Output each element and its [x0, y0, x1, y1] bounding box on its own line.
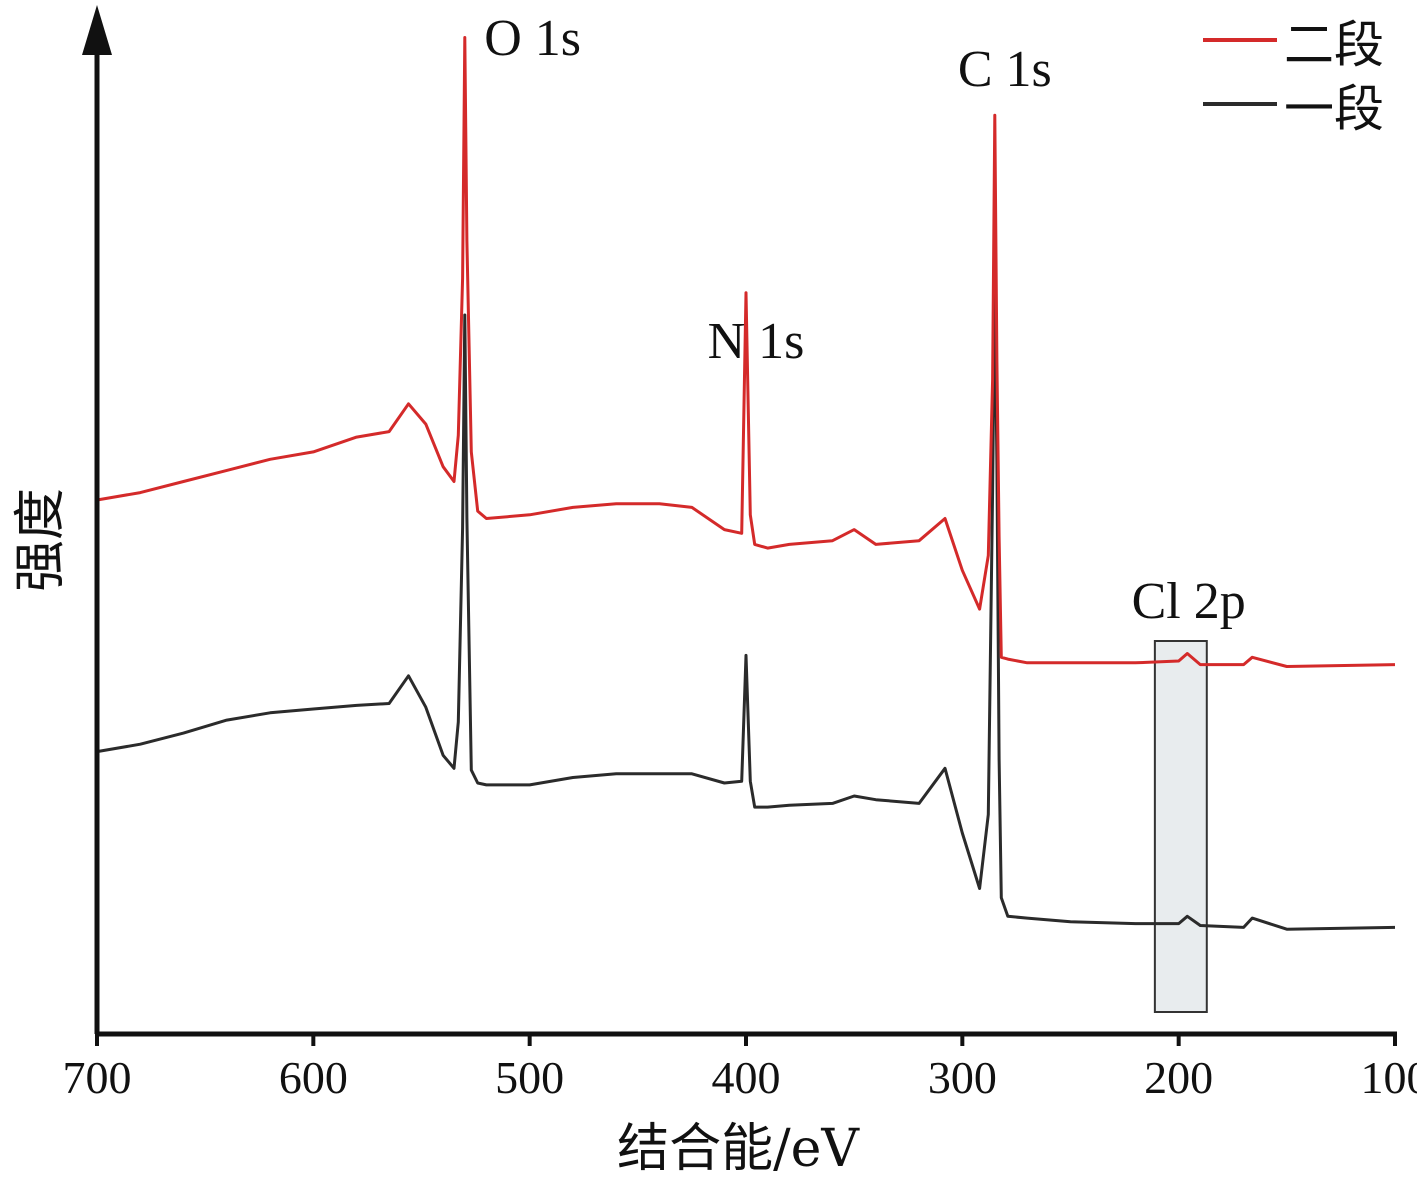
peak-label: N 1s: [708, 313, 805, 370]
x-tick-label: 500: [495, 1052, 564, 1103]
y-axis-title: 强度: [11, 488, 71, 592]
cl2p-highlight-box: [1153, 640, 1208, 1013]
y-axis-arrow-icon: [82, 5, 112, 55]
x-tick-label: 300: [928, 1052, 997, 1103]
peak-label: C 1s: [958, 41, 1052, 98]
x-tick-label: 700: [63, 1052, 132, 1103]
legend-label-stage-1: 一段: [1284, 80, 1384, 138]
x-tick-label: 200: [1144, 1052, 1213, 1103]
series-line-stage-1: [96, 276, 1396, 931]
x-tick-label: 600: [279, 1052, 348, 1103]
x-axis-tick-labels: 700 600 500 400 300 200 100: [63, 1052, 1417, 1103]
x-axis-ticks: [95, 1034, 1397, 1046]
legend-label-stage-2: 二段: [1284, 16, 1384, 74]
legend: 二段 一段: [1203, 16, 1384, 138]
x-axis-title: 结合能/eV: [617, 1119, 860, 1179]
x-tick-label: 100: [1361, 1052, 1417, 1103]
peak-label: Cl 2p: [1132, 573, 1246, 630]
peak-label: O 1s: [484, 10, 581, 67]
x-tick-label: 400: [712, 1052, 781, 1103]
series-line-stage-2: [96, 36, 1396, 668]
peak-labels: O 1s N 1s C 1s Cl 2p: [484, 10, 1246, 630]
